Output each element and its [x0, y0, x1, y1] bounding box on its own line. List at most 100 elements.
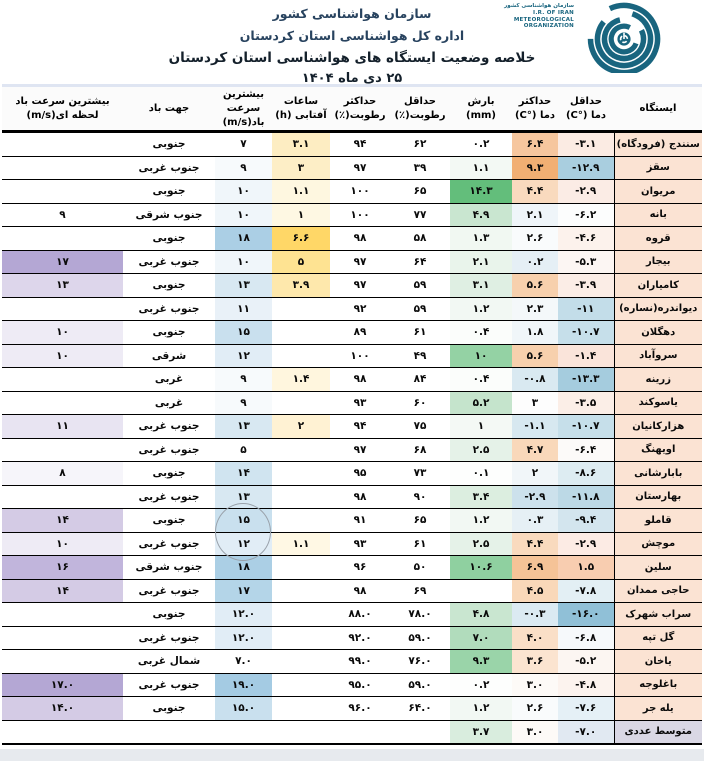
table-row: بانه -۶.۲ ۲.۱ ۴.۹ ۷۷ ۱۰۰ ۱ ۱۰ جنوب شرقی ۹ [2, 203, 702, 227]
cell-dir: جنوبی [123, 320, 215, 345]
cell-precip: ۹.۳ [450, 649, 512, 674]
cell-sun [272, 461, 330, 486]
cell-rhmax: ۹۸ [330, 485, 390, 509]
cell-sun: ۳.۱ [272, 131, 330, 157]
cell-rhmin: ۵۹.۰ [390, 626, 450, 650]
cell-sun [272, 673, 330, 697]
table-row: اویهنگ -۶.۴ ۴.۷ ۲.۵ ۶۸ ۹۷ ۵ جنوب غربی [2, 438, 702, 462]
logo-en-line3: ORGANIZATION [523, 23, 574, 30]
cell-tmin: -۹.۴ [558, 508, 614, 533]
station-cell: مریوان [613, 179, 702, 204]
cell-rhmax: ۹۶.۰ [330, 696, 390, 721]
cell-dir: جنوب شرقی [123, 555, 215, 580]
cell-tmin: -۷.۰ [558, 720, 614, 745]
cell-tmax: ۶.۹ [512, 555, 558, 580]
cell-precip: ۵.۲ [450, 391, 512, 415]
cell-sun: ۲ [272, 414, 330, 439]
col-header-sunshine: ساعات آفتابی (h) [272, 87, 330, 133]
table-header: ایستگاه حداقل دما (°C) حداکثر دما (°C) ب… [2, 87, 702, 133]
cell-rhmin: ۵۹.۰ [390, 673, 450, 697]
cell-sun: ۳.۹ [272, 273, 330, 298]
cell-gust [2, 602, 123, 627]
cell-gust: ۹ [2, 203, 123, 227]
cell-rhmin: ۴۹ [390, 344, 450, 368]
cell-precip: ۲.۱ [450, 250, 512, 274]
cell-tmin: -۶.۸ [558, 626, 614, 650]
office-name: اداره کل هواشناسی استان کردستان [239, 28, 465, 43]
cell-wind: ۱۲.۰ [215, 602, 272, 627]
cell-sun: ۳ [272, 156, 330, 180]
table-row: حاجی ممدان -۷.۸ ۴.۵ ۶۹ ۹۸ ۱۷ جنوب غربی ۱۴ [2, 579, 702, 603]
table-row: سلین ۱.۵ ۶.۹ ۱۰.۶ ۵۰ ۹۶ ۱۸ جنوب شرقی ۱۶ [2, 555, 702, 580]
station-cell: زرینه [613, 367, 702, 392]
cell-dir: جنوب غربی [123, 626, 215, 650]
station-cell: موچش [613, 532, 702, 556]
cell-tmax: ۳.۰ [512, 673, 558, 697]
cell-precip: ۴.۹ [450, 203, 512, 227]
cell-gust [2, 156, 123, 180]
station-cell: دهگلان [613, 320, 702, 345]
cell-tmax: ۴.۷ [512, 438, 558, 462]
cell-tmin: -۱۰.۷ [558, 320, 614, 345]
cell-rhmax: ۹۶ [330, 555, 390, 580]
cell-sun [272, 297, 330, 321]
cell-rhmin: ۶۸ [390, 438, 450, 462]
cell-sun [272, 602, 330, 627]
cell-rhmin: ۶۱ [390, 532, 450, 556]
cell-precip: ۰.۲ [450, 131, 512, 157]
cell-sun [272, 649, 330, 674]
cell-gust: ۱۰ [2, 532, 123, 556]
cell-sun: ۱ [272, 203, 330, 227]
cell-rhmin: ۷۶.۰ [390, 649, 450, 674]
cell-rhmax: ۹۷ [330, 273, 390, 298]
table-row: یله جر -۷.۶ ۲.۶ ۱.۲ ۶۴.۰ ۹۶.۰ ۱۵.۰ جنوبی ۱۴.۰ [2, 696, 702, 721]
table-row: بهارستان -۱۱.۸ -۲.۹ ۳.۴ ۹۰ ۹۸ ۱۳ جنوب غربی [2, 485, 702, 509]
cell-precip [450, 579, 512, 603]
cell-tmin: -۶.۲ [558, 203, 614, 227]
org-name: سازمان هواشناسی کشور [272, 6, 432, 21]
cell-gust: ۱۶ [2, 555, 123, 580]
table-row: قاملو -۹.۴ ۰.۳ ۱.۲ ۶۵ ۹۱ ۱۵ جنوبی ۱۴ [2, 508, 702, 533]
cell-tmin: -۱۱ [558, 297, 614, 321]
cell-tmax: ۰.۳ [512, 508, 558, 533]
cell-dir: جنوبی [123, 508, 215, 533]
logo-text: سازمان هواشناسی کشور I.R. OF IRAN METEOR… [478, 3, 574, 30]
station-cell: سروآباد [613, 344, 702, 368]
cell-sun: ۱.۱ [272, 532, 330, 556]
cell-tmin: -۳.۵ [558, 391, 614, 415]
station-cell: باغلوجه [613, 673, 702, 697]
cell-rhmax: ۹۳ [330, 391, 390, 415]
table-row: کامیاران -۳.۹ ۵.۶ ۳.۱ ۵۹ ۹۷ ۳.۹ ۱۳ جنوبی ۱۳ [2, 273, 702, 298]
weather-stations-table: ایستگاه حداقل دما (°C) حداکثر دما (°C) ب… [2, 87, 702, 745]
cell-dir: جنوبی [123, 461, 215, 486]
table-row: یاسوکند -۳.۵ ۳ ۵.۲ ۶۰ ۹۳ ۹ غربی [2, 391, 702, 415]
cell-rhmin: ۶۴.۰ [390, 696, 450, 721]
station-cell: بهارستان [613, 485, 702, 509]
logo-en-line1: I.R. OF IRAN [533, 10, 574, 16]
cell-tmin: -۴.۸ [558, 673, 614, 697]
cell-wind: ۵ [215, 438, 272, 462]
cell-precip: ۰.۴ [450, 367, 512, 392]
cell-sun [272, 320, 330, 345]
cell-sun: ۶.۶ [272, 226, 330, 251]
cell-tmax: ۲.۶ [512, 226, 558, 251]
cell-sun [272, 626, 330, 650]
cell-wind: ۱۸ [215, 555, 272, 580]
cell-rhmax: ۹۸ [330, 226, 390, 251]
cell-sun [272, 579, 330, 603]
cell-sun [272, 696, 330, 721]
cell-rhmin: ۵۹ [390, 297, 450, 321]
report-date: ۲۵ دی ماه ۱۴۰۴ [301, 71, 403, 86]
cell-rhmax: ۹۷ [330, 438, 390, 462]
cell-gust [2, 226, 123, 251]
cell-tmin: -۱۰.۷ [558, 414, 614, 439]
station-cell: قروه [613, 226, 702, 251]
cell-wind: ۱۲.۰ [215, 626, 272, 650]
cell-tmax: ۴.۵ [512, 579, 558, 603]
logo-en-line2: METEOROLOGICAL [513, 16, 574, 23]
table-row: سقز -۱۲.۹ ۹.۳ ۱.۱ ۳۹ ۹۷ ۳ ۹ جنوب غربی [2, 156, 702, 180]
cell-rhmin: ۶۵ [390, 508, 450, 533]
cell-dir: جنوب غربی [123, 673, 215, 697]
cell-sun: ۱.۱ [272, 179, 330, 204]
cell-gust [2, 720, 123, 745]
